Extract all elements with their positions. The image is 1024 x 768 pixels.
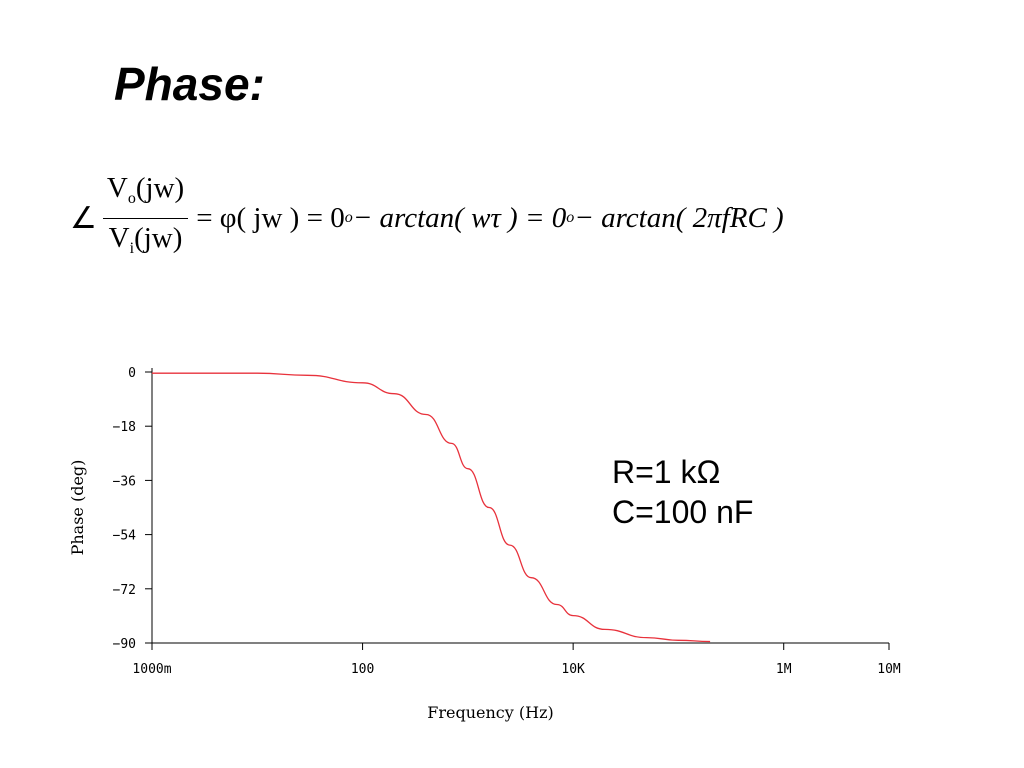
x-tick-label: 1M: [776, 662, 792, 677]
capacitor-value: C=100 nF: [612, 494, 754, 530]
denominator-arg: (jw): [134, 221, 183, 254]
x-tick-label: 10M: [877, 662, 901, 677]
angle-symbol: ∠: [70, 201, 97, 235]
transfer-fraction: Vo(jw) Vi(jw): [102, 169, 189, 268]
formula-part3: − arctan( 2πfRC ): [574, 201, 784, 234]
x-tick-label: 100: [351, 662, 374, 677]
x-axis-title: Frequency (Hz): [427, 703, 554, 722]
denominator-v: V: [108, 221, 130, 254]
y-tick-label: −18: [113, 420, 136, 435]
y-axis-title: Phase (deg): [68, 460, 87, 556]
formula-eq1: = φ( jw ) = 0: [196, 201, 345, 234]
fraction-denominator: Vi(jw): [105, 219, 187, 268]
y-tick-label: 0: [128, 366, 136, 381]
formula-part2: − arctan( wτ ) = 0: [352, 201, 567, 234]
numerator-v: V: [106, 171, 128, 204]
denominator-sub: i: [129, 239, 135, 257]
y-tick-label: −72: [113, 583, 136, 598]
component-values: R=1 kΩ C=100 nF: [612, 452, 753, 532]
fraction-bar: [102, 217, 189, 219]
numerator-arg: (jw): [135, 171, 185, 204]
x-tick-label: 10K: [561, 662, 585, 677]
y-tick-label: −90: [113, 637, 136, 652]
fraction-numerator: Vo(jw): [103, 169, 188, 218]
x-tick-label: 1000m: [132, 662, 171, 677]
degree-sup-2: o: [566, 209, 575, 226]
y-tick-label: −54: [113, 529, 137, 544]
phase-chart: 0 −18 −36 −54 −72 −90 1000m 100 10K 1M 10M Frequenc…: [68, 366, 901, 722]
resistor-value: R=1 kΩ: [612, 454, 721, 490]
y-tick-label: −36: [113, 474, 136, 489]
phase-series-line: [152, 372, 711, 643]
numerator-sub: o: [127, 189, 136, 207]
degree-sup-1: o: [344, 209, 353, 226]
slide-title: Phase:: [114, 58, 265, 110]
